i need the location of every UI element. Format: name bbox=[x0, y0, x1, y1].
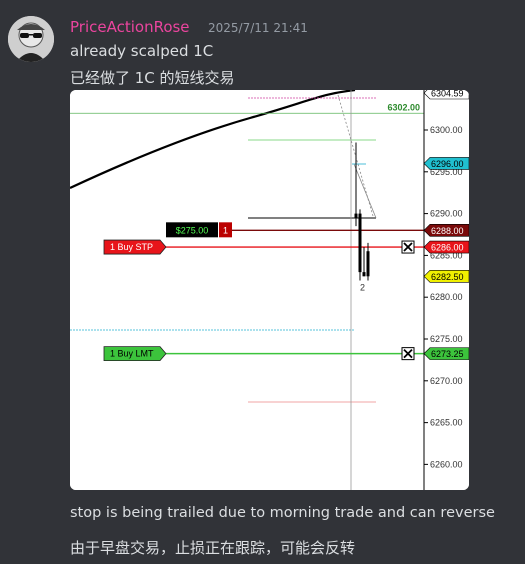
close-icon-limit bbox=[403, 348, 413, 359]
close-icon-stop bbox=[403, 242, 413, 252]
position-pnl-box bbox=[166, 222, 218, 238]
price-tag-limit bbox=[423, 347, 469, 360]
username[interactable]: PriceActionRose bbox=[70, 18, 190, 36]
timestamp: 2025/7/11 21:41 bbox=[208, 21, 308, 35]
message-line-1: already scalped 1C bbox=[70, 42, 214, 60]
candle-body bbox=[362, 272, 366, 277]
order-label-stop: 1 Buy STP bbox=[110, 242, 153, 252]
position-pnl-text: $275.00 bbox=[176, 225, 209, 235]
chart-svg: 6302.00 $275.00 1 1 Buy STP 1 Buy LMT 2 6260.0… bbox=[70, 90, 469, 490]
avatar-image bbox=[8, 16, 54, 62]
message-line-4: 由于早盘交易，止损正在跟踪，可能会反转 bbox=[70, 539, 356, 557]
order-tag-limit bbox=[103, 346, 167, 362]
bar-count-label: 2 bbox=[360, 283, 365, 293]
price-tag-label-last: 6282.50 bbox=[431, 272, 464, 282]
price-axis-tick-label: 6290.00 bbox=[430, 209, 463, 219]
price-axis-tick-label: 6270.00 bbox=[430, 376, 463, 386]
chart-image-attachment[interactable]: 6302.00 $275.00 1 1 Buy STP 1 Buy LMT 2 6260.0… bbox=[70, 90, 469, 490]
chart-background bbox=[70, 90, 469, 490]
order-label-limit: 1 Buy LMT bbox=[110, 349, 154, 359]
price-axis-tick-label: 6260.00 bbox=[430, 459, 463, 469]
candle-body bbox=[366, 251, 370, 277]
price-tag-label-limit: 6273.25 bbox=[431, 349, 464, 359]
price-axis-tick-label: 6295.00 bbox=[430, 167, 463, 177]
diagonal-line-b bbox=[353, 163, 377, 219]
price-tag-label-white: 6304.59 bbox=[431, 90, 464, 99]
price-axis-tick-label: 6275.00 bbox=[430, 334, 463, 344]
price-axis-tick-label: 6265.00 bbox=[430, 418, 463, 428]
candle-body bbox=[354, 213, 358, 218]
position-qty-text: 1 bbox=[223, 225, 228, 235]
avatar[interactable] bbox=[8, 16, 54, 62]
price-axis-tick-label: 6300.00 bbox=[430, 125, 463, 135]
price-tag-label-cyan: 6296.00 bbox=[431, 159, 464, 169]
price-axis-tick-label: 6285.00 bbox=[430, 250, 463, 260]
price-tag-last bbox=[423, 270, 469, 283]
moving-average-line bbox=[70, 90, 356, 189]
price-tag-label-position: 6288.00 bbox=[431, 226, 464, 236]
message-line-3: stop is being trailed due to morning tra… bbox=[70, 505, 495, 521]
price-tag-cyan bbox=[423, 157, 469, 170]
candle-body bbox=[358, 213, 362, 273]
price-tag-stop bbox=[423, 240, 469, 254]
order-tag-stop bbox=[103, 239, 167, 255]
price-tag-label-stop: 6286.00 bbox=[431, 243, 464, 253]
level-label: 6302.00 bbox=[387, 102, 420, 112]
price-tag-position bbox=[423, 224, 469, 237]
message-line-2: 已经做了 1C 的短线交易 bbox=[70, 69, 235, 87]
position-qty-box bbox=[219, 222, 232, 238]
price-tag-white bbox=[423, 90, 469, 100]
price-axis-tick-label: 6280.00 bbox=[430, 292, 463, 302]
